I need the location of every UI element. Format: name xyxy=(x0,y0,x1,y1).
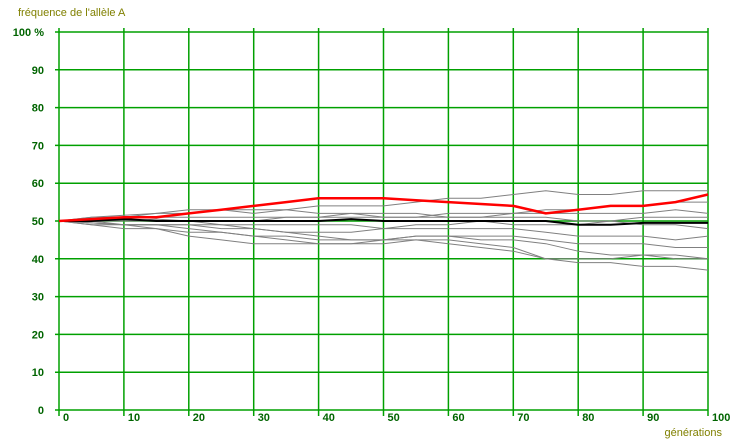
series-lines xyxy=(58,190,709,271)
y-tick-labels: 0 10 20 30 40 50 60 70 80 90 100 % xyxy=(13,27,44,417)
y-tick-label: 20 xyxy=(32,329,44,341)
x-tick-label: 30 xyxy=(258,412,270,424)
x-tick-label: 20 xyxy=(193,412,205,424)
series-line-8 xyxy=(58,220,708,248)
x-tick-label: 60 xyxy=(452,412,464,424)
series-line-5 xyxy=(58,212,708,222)
y-tick-label: 50 xyxy=(32,216,44,228)
x-tick-label: 50 xyxy=(388,412,400,424)
y-axis-title: fréquence de l'allèle A xyxy=(18,7,126,19)
y-tick-label: 30 xyxy=(32,292,44,304)
grid xyxy=(55,28,709,416)
y-tick-label: 10 xyxy=(32,367,44,379)
series-line-10 xyxy=(58,220,709,271)
y-tick-label: 60 xyxy=(32,178,44,190)
y-tick-label: 80 xyxy=(32,103,44,115)
series-line-1 xyxy=(58,193,709,223)
x-tick-label: 90 xyxy=(647,412,659,424)
series-line-6 xyxy=(59,218,709,230)
y-tick-label: 0 xyxy=(38,405,44,417)
y-tick-label: 100 % xyxy=(13,27,44,39)
y-tick-label: 70 xyxy=(32,140,44,152)
x-tick-label: 100 xyxy=(712,412,730,424)
x-tick-label: 40 xyxy=(323,412,335,424)
x-tick-labels: 0 10 20 30 40 50 60 70 80 90 100 xyxy=(63,412,730,424)
series-line-2 xyxy=(59,218,708,226)
x-tick-label: 70 xyxy=(517,412,529,424)
series-line-3 xyxy=(58,190,708,222)
series-line-4 xyxy=(58,209,709,222)
x-tick-label: 80 xyxy=(582,412,594,424)
y-tick-label: 40 xyxy=(32,254,44,266)
x-axis-title: générations xyxy=(665,427,723,439)
y-tick-label: 90 xyxy=(32,65,44,77)
x-tick-label: 0 xyxy=(63,412,69,424)
x-tick-label: 10 xyxy=(128,412,140,424)
